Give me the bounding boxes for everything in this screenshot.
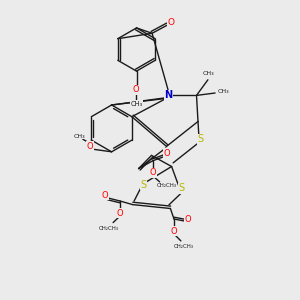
Text: O: O bbox=[184, 214, 191, 224]
Text: N: N bbox=[164, 90, 173, 100]
Text: CH₂CH₃: CH₂CH₃ bbox=[99, 226, 119, 230]
Text: O: O bbox=[87, 142, 93, 151]
Text: O: O bbox=[168, 18, 175, 27]
Text: O: O bbox=[133, 85, 140, 94]
Text: O: O bbox=[102, 190, 108, 200]
Text: O: O bbox=[163, 149, 170, 158]
Text: CH₃: CH₃ bbox=[203, 71, 214, 76]
Text: O: O bbox=[117, 208, 123, 217]
Text: CH₃: CH₃ bbox=[74, 134, 85, 139]
Text: O: O bbox=[171, 226, 177, 236]
Text: CH₂CH₃: CH₂CH₃ bbox=[174, 244, 194, 248]
Text: CH₂CH₃: CH₂CH₃ bbox=[156, 183, 177, 188]
Text: S: S bbox=[140, 179, 146, 190]
Text: O: O bbox=[149, 168, 156, 177]
Text: S: S bbox=[197, 134, 203, 145]
Text: CH₃: CH₃ bbox=[218, 89, 229, 94]
Text: S: S bbox=[178, 183, 184, 194]
Text: CH₃: CH₃ bbox=[130, 100, 142, 106]
